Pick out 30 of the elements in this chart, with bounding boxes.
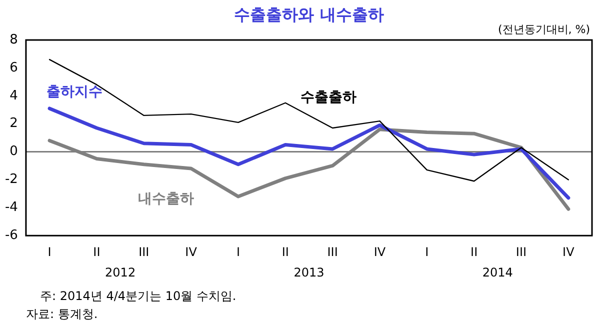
series-label: 수출출하 [300, 90, 357, 106]
x-tick-label: III [138, 244, 150, 259]
text: 2012 [105, 266, 136, 280]
text: 자료: 통계청. [26, 307, 98, 322]
x-tick-label: IV [562, 244, 576, 259]
y-tick-label: 2 [10, 116, 18, 132]
series-label: 내수출하 [138, 191, 194, 208]
y-tick-label: 4 [10, 88, 18, 104]
x-tick-label: IV [185, 244, 198, 259]
y-tick-label: -6 [4, 228, 18, 243]
x-tick-label: III [327, 244, 338, 259]
series-label: 출하지수 [46, 84, 103, 100]
y-tick-label: -4 [4, 200, 18, 216]
y-tick-label: 0 [10, 144, 18, 160]
y-axis-title: (전년동기대비, %) [498, 22, 590, 36]
x-tick-label: II [93, 244, 100, 259]
chart-title: 수출출하와 내수출하 [234, 5, 384, 24]
y-tick-label: 8 [10, 32, 18, 48]
text: 주: 2014년 4/4분기는 10월 수치임. [40, 289, 236, 304]
x-tick-label: II [470, 244, 478, 259]
text: 2014 [482, 266, 513, 280]
x-tick-label: II [282, 244, 289, 259]
x-tick-label: I [48, 244, 52, 259]
x-tick-label: I [236, 244, 240, 259]
y-tick-label: 6 [10, 60, 18, 76]
y-tick-label: -2 [4, 172, 18, 188]
x-tick-label: I [425, 244, 429, 259]
x-tick-label: III [516, 244, 527, 259]
text: 2013 [294, 266, 324, 280]
x-tick-label: IV [374, 244, 386, 259]
